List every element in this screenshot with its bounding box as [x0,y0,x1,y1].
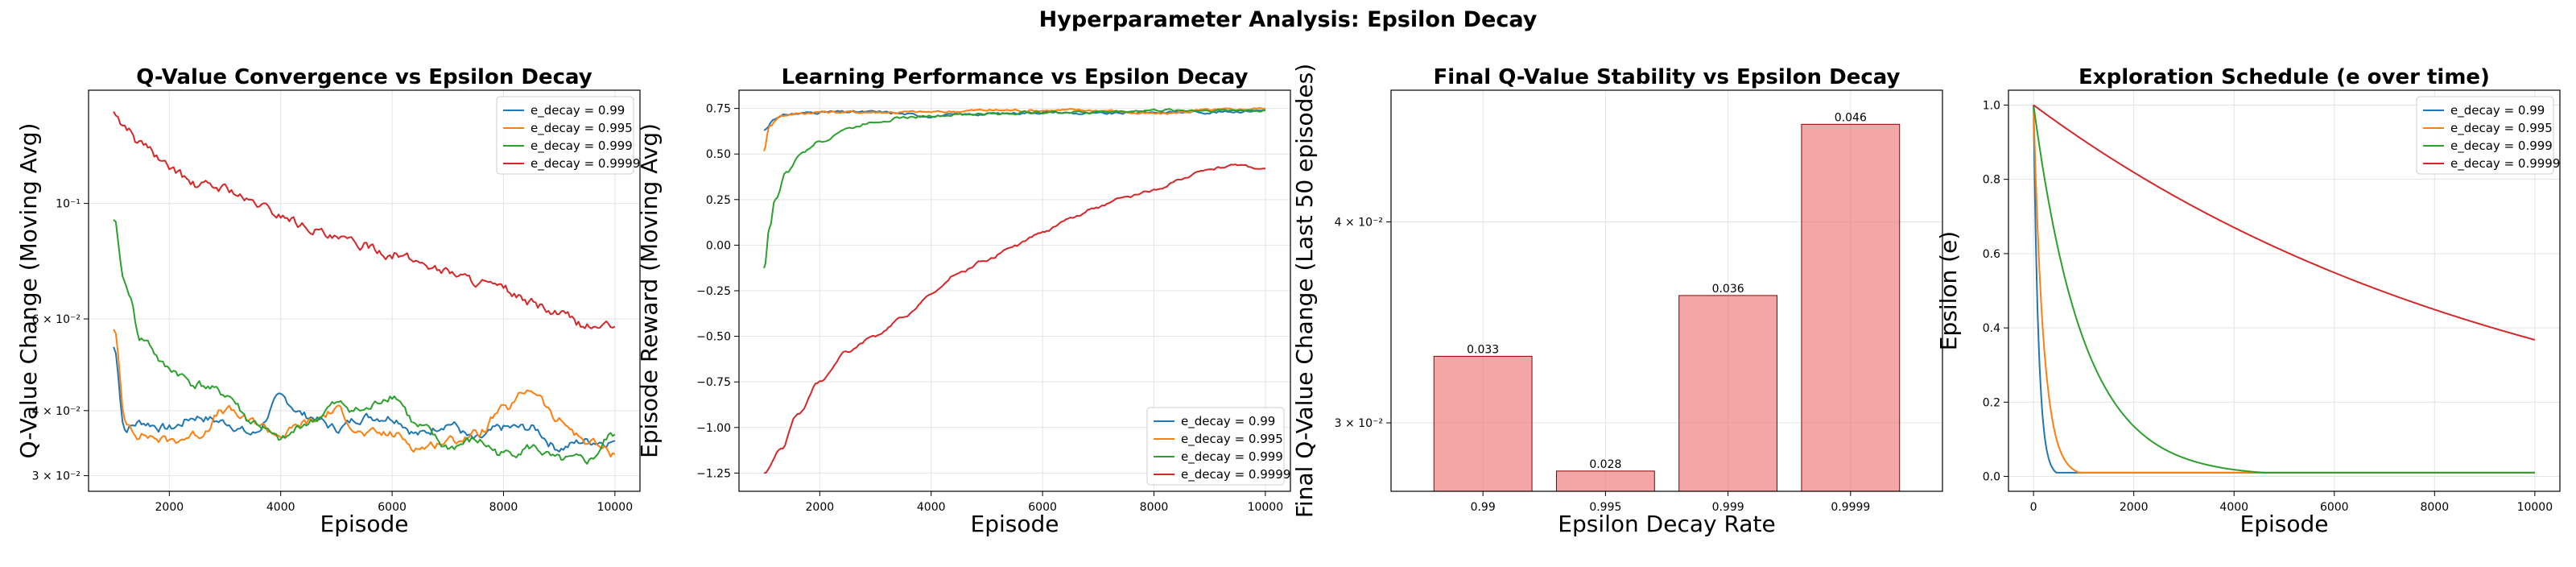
x-tick-label-0-3: 8000 [489,501,518,514]
x-tick-label-0-2: 6000 [378,501,407,514]
y-axis-label-0: Q-Value Change (Moving Avg) [15,123,42,459]
x-tick-label-3-5: 10000 [2517,501,2553,514]
y-tick-label-2-0: 3 × 10⁻² [1335,417,1383,430]
x-tick-label-3-0: 0 [2030,501,2037,514]
y-axis-label-1: Episode Reward (Moving Avg) [636,123,663,458]
x-tick-label-0-4: 10000 [597,501,634,514]
y-tick-label-1-6: 0.25 [706,194,731,207]
x-tick-label-3-1: 2000 [2120,501,2149,514]
legend-entry-1-0: e_decay = 0.99 [1181,414,1275,429]
series-line-0-0 [113,346,616,453]
y-tick-label-1-5: 0.00 [706,239,731,252]
bar-2-2 [1678,295,1777,492]
y-tick-label-0-1: 4 × 10⁻² [32,405,80,418]
bar-2-3 [1801,123,1901,492]
legend-entry-3-3: e_decay = 0.9999 [2450,156,2560,172]
x-tick-label-2-1: 0.995 [1589,501,1621,514]
plot-frame-3 [2008,89,2561,492]
legend-1: e_decay = 0.99 e_decay = 0.995 e_decay = 0… [1146,407,1290,486]
panel-1: −1.25 −1.00 −0.75 −0.50 −0.25 0.00 0.25 0.50 0.7… [636,65,1291,537]
legend-box-3 [2416,96,2554,175]
x-axis-label-2: Epsilon Decay Rate [1558,511,1775,537]
series-line-3-3 [2033,104,2536,341]
y-tick-label-0-2: 6 × 10⁻² [32,313,80,326]
legend-box-1 [1146,407,1285,486]
x-tick-label-3-2: 4000 [2219,501,2248,514]
y-tick-label-3-2: 0.4 [1983,322,2000,335]
y-tick-label-3-4: 0.8 [1983,174,2000,187]
legend-entry-3-0: e_decay = 0.99 [2450,103,2545,118]
panel-title-3: Exploration Schedule (e over time) [2079,65,2490,89]
panel-2: 3 × 10⁻² 4 × 10⁻² 0.033 0.99 0.028 0.995 0.036… [1291,64,1943,537]
y-tick-label-3-5: 1.0 [1983,99,2000,112]
x-tick-label-2-3: 0.9999 [1831,501,1870,514]
panel-3: 0.0 0.2 0.4 0.6 0.8 1.0 0 2000 4000 6000 8000 10000… [1935,65,2561,537]
x-tick-label-3-4: 8000 [2420,501,2449,514]
legend-box-0 [496,96,634,175]
x-axis-label-0: Episode [320,511,409,537]
y-tick-label-3-3: 0.6 [1983,248,2000,261]
legend-entry-0-3: e_decay = 0.9999 [530,156,640,172]
figure-title: Hyperparameter Analysis: Epsilon Decay [1039,7,1538,32]
series-line-1-2 [763,108,1266,269]
bar-value-label-2-2: 0.036 [1712,283,1744,296]
y-tick-label-1-8: 0.75 [706,103,731,116]
x-tick-label-1-0: 2000 [806,501,835,514]
bar-2-1 [1556,470,1655,492]
plot-frame-2 [1390,89,1943,492]
y-tick-label-3-0: 0.0 [1983,471,2000,484]
panel-0: 3 × 10⁻² 4 × 10⁻² 6 × 10⁻² 10⁻¹ 2000 4000 6000… [15,65,641,537]
x-tick-label-0-1: 4000 [266,501,295,514]
y-tick-label-3-1: 0.2 [1983,396,2000,409]
series-line-0-3 [113,111,616,329]
y-tick-label-1-1: −1.00 [696,422,731,435]
bar-2-0 [1433,355,1533,492]
y-tick-label-1-4: −0.25 [696,285,731,298]
x-tick-label-3-3: 6000 [2320,501,2349,514]
series-line-3-2 [2033,105,2535,474]
legend-0: e_decay = 0.99 e_decay = 0.995 e_decay = 0… [496,96,640,175]
series-line-0-1 [113,329,616,457]
x-tick-label-2-2: 0.999 [1712,501,1744,514]
panel-title-1: Learning Performance vs Epsilon Decay [782,65,1249,89]
legend-entry-3-2: e_decay = 0.999 [2450,139,2553,154]
y-tick-label-1-7: 0.50 [706,148,731,161]
x-tick-label-1-4: 10000 [1248,501,1284,514]
bar-value-label-2-0: 0.033 [1467,343,1499,356]
legend-entry-0-1: e_decay = 0.995 [530,121,633,136]
legend-entry-1-1: e_decay = 0.995 [1181,432,1283,447]
x-axis-label-1: Episode [971,511,1059,537]
x-tick-label-1-1: 4000 [917,501,946,514]
bar-value-label-2-3: 0.046 [1835,111,1867,124]
legend-3: e_decay = 0.99 e_decay = 0.995 e_decay = 0… [2416,96,2560,175]
x-tick-label-1-3: 8000 [1140,501,1169,514]
y-tick-label-2-1: 4 × 10⁻² [1335,217,1383,230]
legend-entry-1-3: e_decay = 0.9999 [1181,467,1290,482]
legend-entry-0-2: e_decay = 0.999 [530,139,633,154]
x-tick-label-0-0: 2000 [155,501,184,514]
y-tick-label-1-0: −1.25 [696,467,731,480]
y-tick-label-0-0: 3 × 10⁻² [32,470,80,483]
panel-title-2: Final Q-Value Stability vs Epsilon Decay [1434,65,1901,89]
x-axis-label-3: Episode [2240,511,2329,537]
series-line-1-1 [763,107,1266,151]
legend-entry-1-2: e_decay = 0.999 [1181,449,1283,465]
legend-entry-0-0: e_decay = 0.99 [530,103,625,118]
y-tick-label-0-3: 10⁻¹ [56,198,80,211]
x-tick-label-1-2: 6000 [1028,501,1057,514]
y-axis-label-3: Epsilon (e) [1935,231,1962,350]
legend-entry-3-1: e_decay = 0.995 [2450,121,2553,136]
plot-frame-1 [738,89,1291,492]
y-tick-label-1-2: −0.75 [696,376,731,389]
series-line-0-2 [113,218,616,465]
x-tick-label-2-0: 0.99 [1471,501,1496,514]
panel-title-0: Q-Value Convergence vs Epsilon Decay [136,65,592,89]
y-tick-label-1-3: −0.50 [696,331,731,344]
series-line-1-3 [763,163,1265,474]
bar-value-label-2-1: 0.028 [1589,458,1621,471]
y-axis-label-2: Final Q-Value Change (Last 50 episodes) [1291,64,1318,518]
plot-frame-0 [88,89,641,492]
